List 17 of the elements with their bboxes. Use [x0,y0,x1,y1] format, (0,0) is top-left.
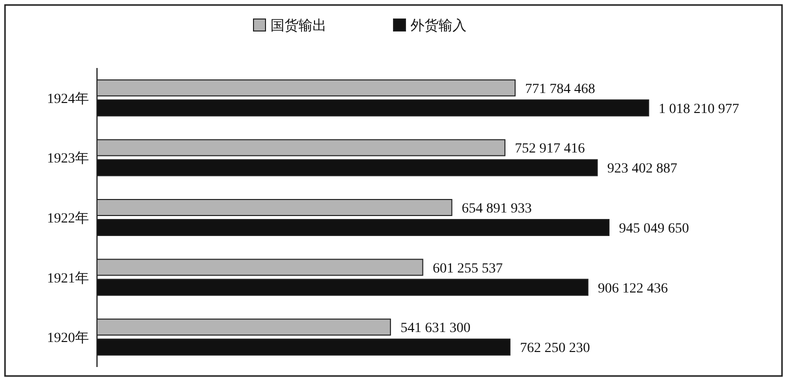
y-tick-label: 1920年 [47,330,89,346]
data-label: 762 250 230 [520,341,590,356]
data-label: 771 784 468 [525,82,596,97]
y-tick-label: 1921年 [47,270,89,286]
y-tick-label: 1922年 [47,210,89,226]
y-tick-label: 1923年 [47,150,89,167]
data-label: 906 122 436 [598,281,668,296]
data-label: 923 402 887 [607,162,678,177]
data-label: 601 255 537 [432,261,503,276]
legend-label: 外货输入 [410,18,466,34]
data-label: 541 631 300 [400,321,470,336]
data-label: 945 049 650 [619,222,690,236]
legend-label: 国货输出 [270,18,326,34]
data-label: 752 917 416 [514,142,585,157]
y-tick-label: 1924年 [47,90,89,107]
data-label: 1 018 210 977 [658,102,740,117]
data-label: 654 891 933 [462,202,532,216]
